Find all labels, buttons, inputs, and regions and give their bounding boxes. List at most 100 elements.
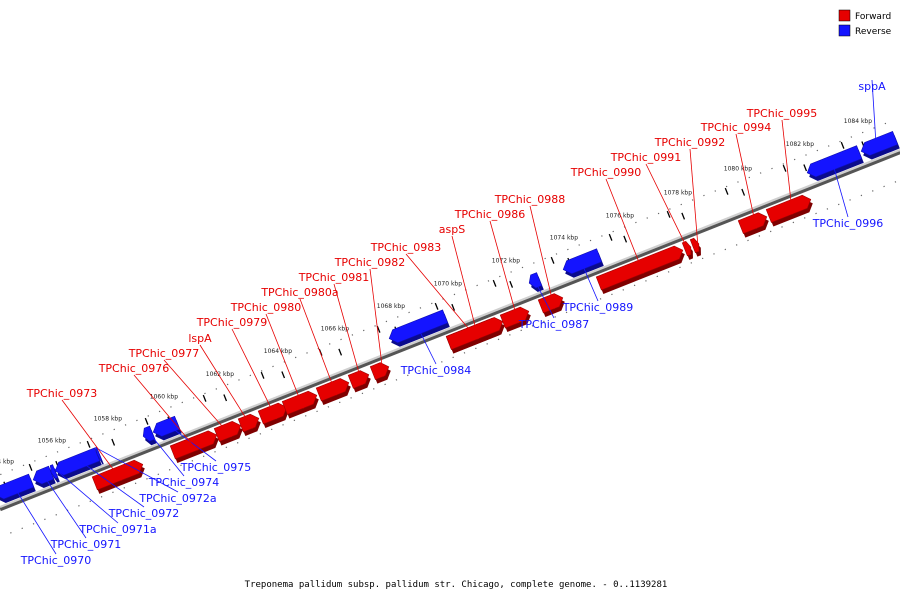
scale-tick-label: 1058 kbp (94, 416, 122, 423)
gene-label[interactable]: TPChic_0989 (562, 301, 634, 314)
gene-leader-line (133, 374, 198, 451)
gene-leader-line (369, 268, 384, 377)
gene-label[interactable]: TPChic_0992 (654, 136, 726, 149)
gene-leader-line (830, 155, 849, 218)
gene-arrow[interactable] (445, 317, 504, 350)
gene-label[interactable]: TPChic_0994 (700, 121, 772, 134)
gene-label[interactable]: TPChic_0988 (494, 193, 566, 206)
gene-arrow[interactable] (737, 212, 768, 235)
gene-leader-line (50, 465, 119, 524)
gene-TPChic_0990[interactable] (595, 245, 685, 294)
gene-label[interactable]: TPChic_0990 (570, 166, 642, 179)
gene-TPChic_0981[interactable] (347, 370, 371, 393)
gene-TPChic_0974[interactable] (142, 425, 157, 446)
gene-TPChic_0980[interactable] (281, 390, 319, 419)
gene-arrow[interactable] (142, 425, 156, 442)
gene-label[interactable]: TPChic_0995 (746, 107, 818, 120)
gene-label[interactable]: TPChic_0996 (812, 217, 884, 230)
gene-TPChic_0980a[interactable] (315, 378, 351, 406)
gene-label[interactable]: TPChic_0976 (98, 362, 170, 375)
gene-leader-line (95, 447, 179, 493)
gene-arrow[interactable] (213, 421, 242, 442)
gene-TPChic_0984[interactable] (388, 309, 450, 347)
gene-arrow[interactable] (257, 402, 288, 425)
gene-arrow[interactable] (860, 131, 899, 156)
gene-label[interactable]: TPChic_0975 (180, 461, 252, 474)
gene-label[interactable]: TPChic_0991 (610, 151, 682, 164)
gene-TPChic_0995[interactable] (765, 194, 813, 227)
gene-TPChic_0992[interactable] (689, 237, 701, 257)
gene-label[interactable]: TPChic_0980a (260, 286, 338, 299)
gene-TPChic_0986[interactable] (499, 306, 531, 333)
gene-arrow[interactable] (0, 473, 35, 500)
gene-label[interactable]: TPChic_0972a (138, 492, 216, 505)
gene-TPChic_0994[interactable] (737, 212, 769, 238)
gene-label[interactable]: TPChic_0979 (196, 316, 268, 329)
gene-lspA[interactable] (237, 413, 261, 436)
scale-tick-label: 1084 kbp (844, 118, 872, 125)
scale-tick-label: 1062 kbp (206, 371, 234, 378)
gene-arrow[interactable] (806, 145, 863, 178)
gene-aspS[interactable] (445, 317, 505, 354)
gene-label[interactable]: TPChic_0987 (518, 318, 590, 331)
scale-minor-tick (260, 371, 265, 379)
gene-leader-line (414, 320, 437, 365)
gene-arrow[interactable] (595, 245, 684, 291)
scale-tick-label: 1072 kbp (492, 258, 520, 265)
gene-sppA[interactable] (860, 131, 900, 160)
gene-label[interactable]: TPChic_0974 (148, 476, 220, 489)
gene-TPChic_0970[interactable] (0, 473, 36, 504)
gene-arrow[interactable] (689, 237, 700, 254)
scale-tick (509, 280, 514, 288)
gene-label[interactable]: TPChic_0980 (230, 301, 302, 314)
scale-tick (681, 212, 686, 220)
scale-tick (338, 348, 343, 356)
gene-leader-line (605, 178, 644, 274)
gene-label[interactable]: TPChic_0983 (370, 241, 442, 254)
gene-arrow[interactable] (49, 464, 59, 479)
gene-TPChic_0977[interactable] (213, 421, 243, 446)
gene-TPChic_0989[interactable] (562, 248, 604, 278)
scale-tick-label: 1064 kbp (264, 348, 292, 355)
gene-TPChic_0987[interactable] (528, 272, 544, 293)
gene-label[interactable]: sppA (858, 80, 886, 93)
gene-arrow[interactable] (369, 362, 390, 381)
gene-TPChic_0971a[interactable] (49, 464, 60, 483)
gene-label[interactable]: TPChic_0970 (20, 554, 92, 567)
gene-arrow[interactable] (499, 306, 530, 329)
gene-arrow[interactable] (54, 447, 101, 476)
gene-arrow[interactable] (237, 413, 260, 433)
scale-tick (111, 438, 116, 446)
gene-arrow[interactable] (562, 248, 603, 275)
gene-label[interactable]: TPChic_0986 (454, 208, 526, 221)
gene-label[interactable]: lspA (188, 332, 212, 345)
gene-TPChic_0996[interactable] (806, 145, 864, 181)
gene-arrow[interactable] (388, 309, 449, 344)
scale-minor-tick (840, 141, 845, 149)
gene-arrow[interactable] (528, 272, 543, 289)
gene-label[interactable]: TPChic_0984 (400, 364, 472, 377)
gene-label[interactable]: TPChic_0982 (334, 256, 406, 269)
gene-label[interactable]: TPChic_0971a (78, 523, 156, 536)
gene-TPChic_0982[interactable] (369, 362, 391, 384)
gene-label[interactable]: TPChic_0972 (108, 507, 180, 520)
gene-leader-line (73, 455, 145, 508)
gene-label[interactable]: TPChic_0977 (128, 347, 200, 360)
gene-label[interactable]: aspS (439, 223, 465, 236)
gene-TPChic_0976[interactable] (169, 430, 219, 463)
gene-leader-line (163, 359, 232, 438)
gene-TPChic_0991[interactable] (681, 241, 693, 260)
gene-leader-line (645, 163, 691, 255)
gene-arrow[interactable] (169, 430, 218, 460)
gene-label[interactable]: TPChic_0981 (298, 271, 370, 284)
gene-label[interactable]: TPChic_0973 (26, 387, 98, 400)
gene-arrow[interactable] (281, 390, 318, 415)
gene-TPChic_0979[interactable] (257, 402, 289, 429)
gene-arrow[interactable] (315, 378, 350, 402)
rev-dots (0, 121, 890, 476)
gene-TPChic_0972[interactable] (54, 447, 102, 480)
gene-leader-line (199, 344, 253, 429)
gene-arrow[interactable] (765, 194, 812, 223)
gene-label[interactable]: TPChic_0971 (50, 538, 122, 551)
